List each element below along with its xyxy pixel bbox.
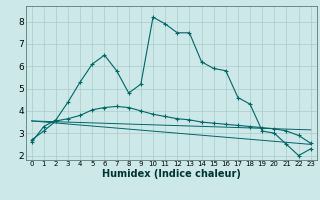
X-axis label: Humidex (Indice chaleur): Humidex (Indice chaleur)	[102, 169, 241, 179]
